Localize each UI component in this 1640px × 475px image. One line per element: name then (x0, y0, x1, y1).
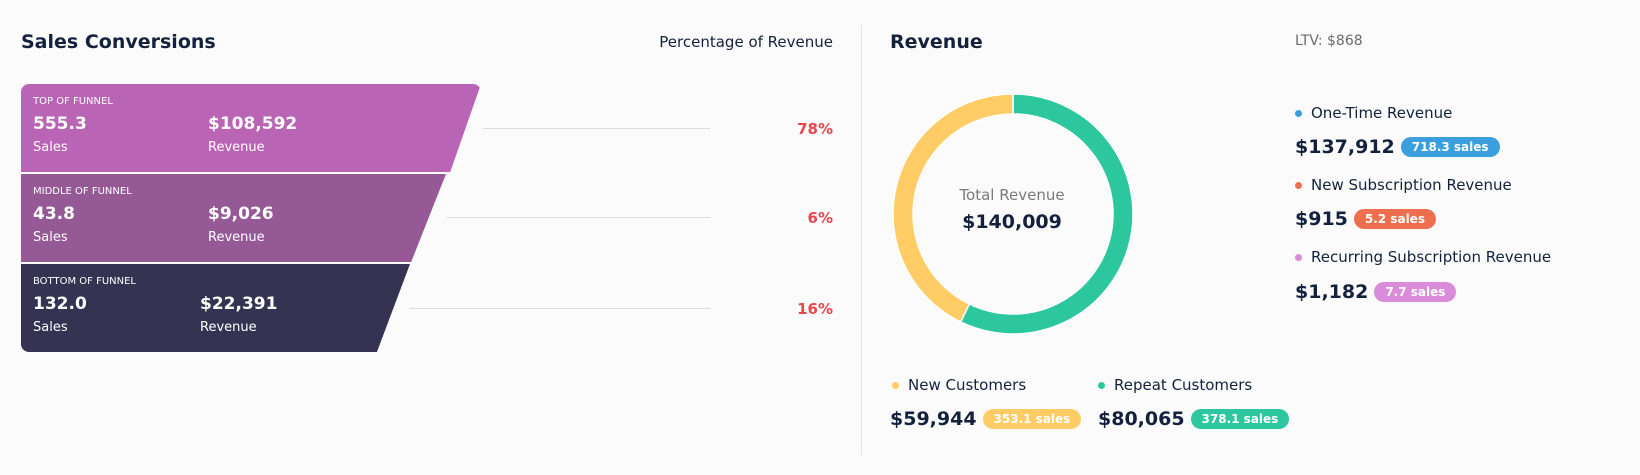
legend-repeat-customers: Repeat Customers (1098, 376, 1252, 394)
legend-recurring-subscription: Recurring Subscription Revenue (1295, 248, 1551, 266)
stage-sales: 132.0 (33, 294, 87, 314)
stage-revenue: $22,391 (200, 294, 278, 314)
stage-revenue: $9,026 (208, 204, 274, 224)
stage-revenue-label: Revenue (200, 320, 257, 335)
legend-new-subscription: New Subscription Revenue (1295, 176, 1512, 194)
donut-segment-new-customers (892, 93, 1014, 323)
revenue-donut (892, 93, 1134, 335)
new-subscription-value: $915 5.2 sales (1295, 208, 1436, 230)
percent-bottom: 16% (797, 300, 833, 318)
ltv-value: LTV: $868 (1295, 33, 1363, 49)
legend-label: New Subscription Revenue (1311, 176, 1512, 194)
connector-line (483, 128, 710, 129)
yellow-dot-icon (892, 381, 899, 389)
stage-label: BOTTOM OF FUNNEL (33, 276, 136, 287)
one-time-value: $137,912 718.3 sales (1295, 136, 1500, 158)
blue-dot-icon (1295, 109, 1302, 117)
connector-line (410, 308, 710, 309)
new-customers-value: $59,944 353.1 sales (890, 408, 1082, 430)
repeat-customers-value: $80,065 378.1 sales (1098, 408, 1290, 430)
sales-badge: 378.1 sales (1190, 409, 1290, 429)
orange-dot-icon (1295, 181, 1302, 189)
percent-top: 78% (797, 120, 833, 138)
stage-revenue-label: Revenue (208, 140, 265, 155)
connector-line (447, 217, 710, 218)
amount: $59,944 (890, 408, 977, 430)
amount: $80,065 (1098, 408, 1185, 430)
stage-sales-label: Sales (33, 230, 68, 245)
stage-label: TOP OF FUNNEL (33, 96, 113, 107)
legend-label: One-Time Revenue (1311, 104, 1453, 122)
legend-one-time: One-Time Revenue (1295, 104, 1452, 122)
sales-badge: 718.3 sales (1400, 137, 1500, 157)
percentage-header: Percentage of Revenue (659, 33, 833, 51)
legend-label: New Customers (908, 376, 1027, 394)
legend-label: Recurring Subscription Revenue (1311, 248, 1552, 266)
amount: $1,182 (1295, 281, 1369, 303)
stage-sales-label: Sales (33, 320, 68, 335)
amount: $137,912 (1295, 136, 1395, 158)
sales-badge: 353.1 sales (982, 409, 1082, 429)
green-dot-icon (1098, 381, 1105, 389)
recurring-subscription-value: $1,182 7.7 sales (1295, 281, 1457, 303)
legend-label: Repeat Customers (1114, 376, 1253, 394)
revenue-title: Revenue (890, 31, 983, 53)
sales-badge: 5.2 sales (1353, 209, 1436, 229)
stage-revenue-label: Revenue (208, 230, 265, 245)
section-divider (861, 25, 862, 455)
sales-badge: 7.7 sales (1374, 282, 1457, 302)
total-revenue-value: $140,009 (962, 211, 1062, 233)
percent-middle: 6% (807, 209, 833, 227)
total-revenue-label: Total Revenue (959, 186, 1065, 204)
amount: $915 (1295, 208, 1348, 230)
stage-sales: 555.3 (33, 114, 87, 134)
sales-conversions-title: Sales Conversions (21, 31, 216, 53)
stage-sales-label: Sales (33, 140, 68, 155)
funnel-middle: MIDDLE OF FUNNEL 43.8 Sales $9,026 Reven… (21, 174, 446, 262)
pink-dot-icon (1295, 253, 1302, 261)
funnel-top: TOP OF FUNNEL 555.3 Sales $108,592 Reven… (21, 84, 481, 172)
stage-sales: 43.8 (33, 204, 75, 224)
funnel-bottom: BOTTOM OF FUNNEL 132.0 Sales $22,391 Rev… (21, 264, 410, 352)
stage-revenue: $108,592 (208, 114, 298, 134)
stage-label: MIDDLE OF FUNNEL (33, 186, 132, 197)
legend-new-customers: New Customers (892, 376, 1026, 394)
